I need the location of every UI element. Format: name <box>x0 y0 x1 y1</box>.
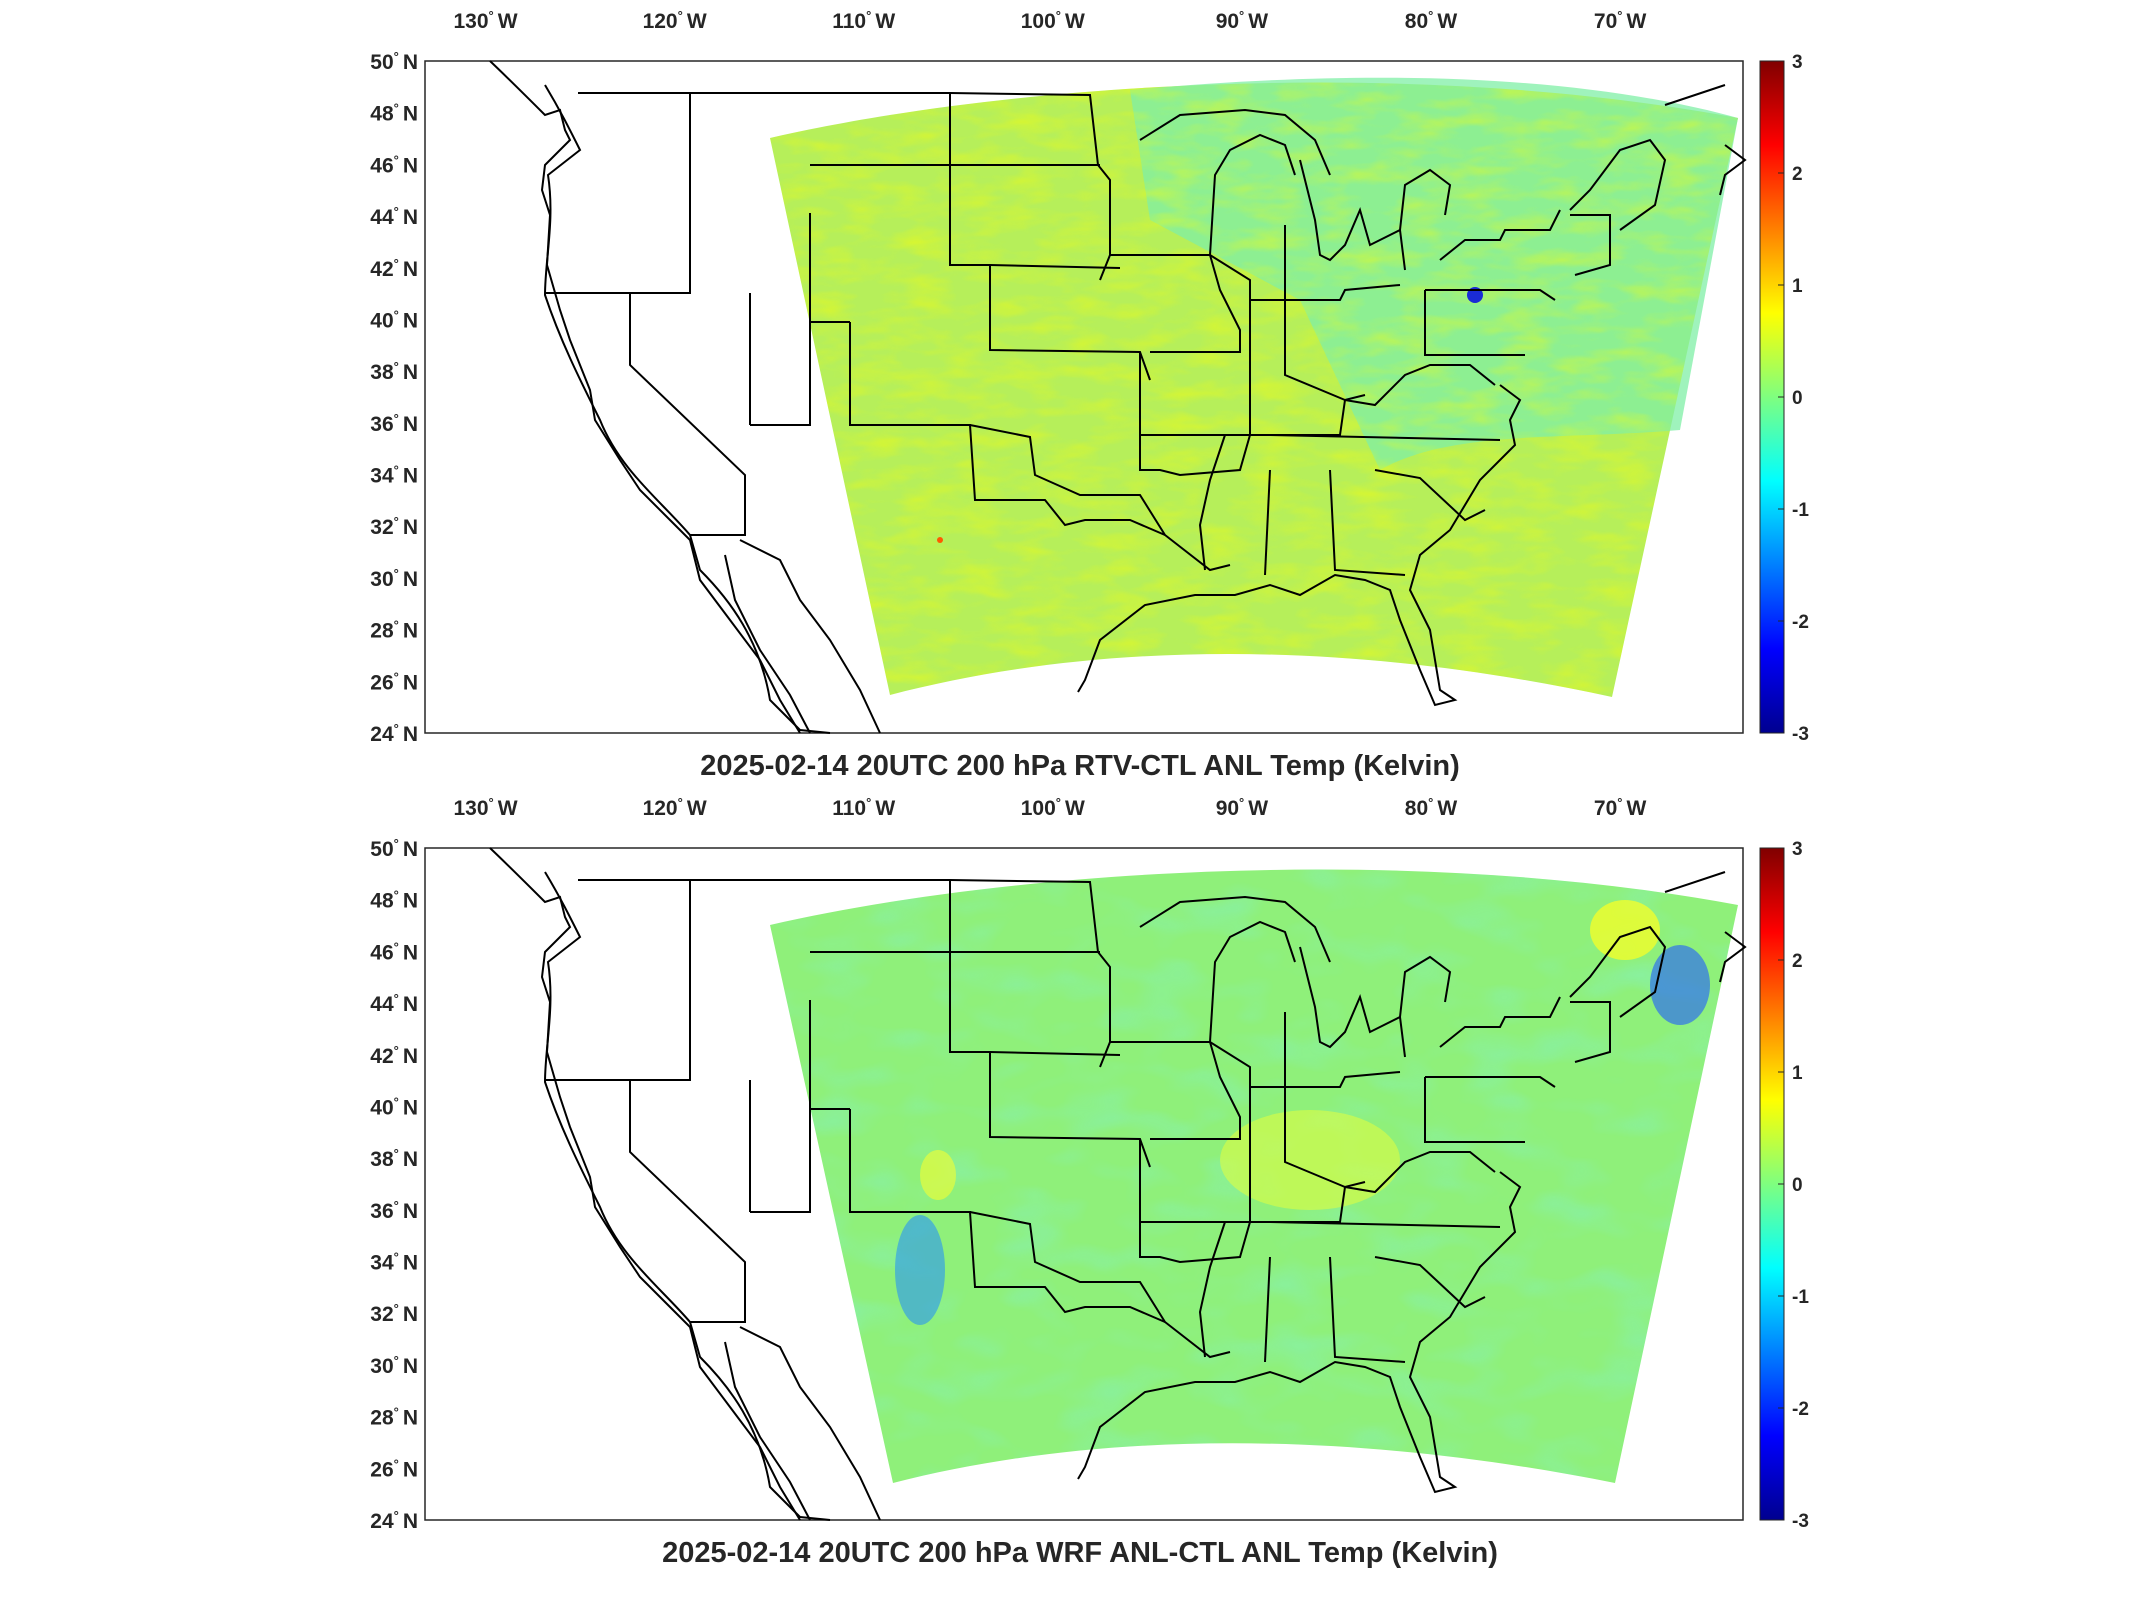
lon-tick-label: 70° W <box>1594 795 1647 820</box>
colorbar-tick-label: -1 <box>1792 1287 1809 1308</box>
colorbar: 3 2 1 0 -1 -2 -3 <box>1759 52 1809 745</box>
lat-tick-label: 32° N <box>370 1301 418 1326</box>
lat-tick-label: 28° N <box>370 1405 418 1430</box>
colorbar-tick-label: 2 <box>1792 164 1803 185</box>
colorbar-tick-label: 0 <box>1792 1175 1803 1196</box>
lon-tick-label: 110° W <box>832 795 895 820</box>
state-boundaries <box>543 871 1747 1521</box>
lat-tick-label: 44° N <box>370 991 418 1016</box>
colorbar-tick-label: 2 <box>1792 951 1803 972</box>
lat-tick-label: 26° N <box>370 669 418 694</box>
map-area <box>424 847 1747 1521</box>
lon-tick-label: 90° W <box>1216 8 1269 33</box>
lat-tick-label: 50° N <box>370 49 418 74</box>
lat-tick-label: 34° N <box>370 1250 418 1275</box>
positive-anomaly-spot <box>937 537 943 543</box>
lat-tick-label: 42° N <box>370 256 418 281</box>
lat-tick-label: 50° N <box>370 836 418 861</box>
colorbar-tick-label: 1 <box>1792 1063 1803 1084</box>
panel-title: 2025-02-14 20UTC 200 hPa WRF ANL-CTL ANL… <box>662 1537 1498 1569</box>
lat-tick-label: 26° N <box>370 1456 418 1481</box>
temperature-field-texture <box>770 82 1738 697</box>
lat-tick-label: 40° N <box>370 1094 418 1119</box>
lon-tick-labels-top: 130° W 120° W 110° W 100° W 90° W 80° W 70° W <box>453 795 1646 820</box>
lon-tick-label: 80° W <box>1405 795 1458 820</box>
lat-tick-label: 38° N <box>370 359 418 384</box>
lat-tick-label: 46° N <box>370 152 418 177</box>
colorbar-tick-label: -3 <box>1792 1511 1809 1532</box>
lon-tick-label: 90° W <box>1216 795 1269 820</box>
colorbar-tick-label: -2 <box>1792 612 1809 633</box>
lon-tick-label: 120° W <box>643 8 707 33</box>
lat-tick-label: 36° N <box>370 1198 418 1223</box>
lat-tick-labels-left: 50° N 48° N 46° N 44° N 42° N 40° N 38° N 36° N 34° N 32° N… <box>370 836 418 1533</box>
lon-tick-label: 130° W <box>453 795 517 820</box>
colorbar-tick-label: -3 <box>1792 724 1809 745</box>
lat-tick-label: 40° N <box>370 307 418 332</box>
lon-tick-label: 70° W <box>1594 8 1647 33</box>
state-boundaries <box>543 84 1747 734</box>
negative-anomaly-region <box>895 1215 945 1325</box>
colorbar-tick-label: 3 <box>1792 52 1803 73</box>
colorbar-tick-labels: 3 2 1 0 -1 -2 -3 <box>1778 839 1809 1532</box>
lat-tick-label: 28° N <box>370 618 418 643</box>
colorbar-tick-label: -2 <box>1792 1399 1809 1420</box>
coastline-west <box>489 60 881 734</box>
colorbar-tick-label: 1 <box>1792 276 1803 297</box>
lon-tick-label: 100° W <box>1021 795 1085 820</box>
lat-tick-label: 44° N <box>370 204 418 229</box>
lon-tick-label: 100° W <box>1021 8 1085 33</box>
lon-tick-labels-top: 130° W 120° W 110° W 100° W 90° W 80° W 70° W <box>453 8 1646 33</box>
negative-anomaly-region <box>1650 945 1710 1025</box>
lon-tick-label: 130° W <box>453 8 517 33</box>
coastline-west <box>489 847 881 1521</box>
lat-tick-label: 30° N <box>370 566 418 591</box>
colorbar: 3 2 1 0 -1 -2 -3 <box>1759 839 1809 1532</box>
lat-tick-label: 38° N <box>370 1146 418 1171</box>
lat-tick-label: 24° N <box>370 721 418 746</box>
colorbar-tick-label: 0 <box>1792 388 1803 409</box>
lat-tick-label: 42° N <box>370 1043 418 1068</box>
map-area <box>424 60 1747 734</box>
colorbar-tick-labels: 3 2 1 0 -1 -2 -3 <box>1778 52 1809 745</box>
lat-tick-label: 48° N <box>370 101 418 126</box>
positive-anomaly-region <box>1220 1110 1400 1210</box>
lon-tick-label: 80° W <box>1405 8 1458 33</box>
lat-tick-label: 34° N <box>370 463 418 488</box>
panel-rtv: 130° W 120° W 110° W 100° W 90° W 80° W 70° W 50° N 48°… <box>370 8 1809 782</box>
lat-tick-label: 48° N <box>370 888 418 913</box>
lat-tick-label: 46° N <box>370 939 418 964</box>
lat-tick-label: 30° N <box>370 1353 418 1378</box>
panel-title: 2025-02-14 20UTC 200 hPa RTV-CTL ANL Tem… <box>700 750 1460 782</box>
lon-tick-label: 120° W <box>643 795 707 820</box>
lat-tick-labels-left: 50° N 48° N 46° N 44° N 42° N 40° N 38° N 36° N 34° N 32° N… <box>370 49 418 746</box>
positive-anomaly-region <box>920 1150 956 1200</box>
positive-anomaly-region <box>1590 900 1660 960</box>
lat-tick-label: 36° N <box>370 411 418 436</box>
lat-tick-label: 24° N <box>370 1508 418 1533</box>
panel-wrf: 130° W 120° W 110° W 100° W 90° W 80° W 70° W 50° N 48°… <box>370 795 1809 1569</box>
lon-tick-label: 110° W <box>832 8 895 33</box>
colorbar-tick-label: -1 <box>1792 500 1809 521</box>
colorbar-tick-label: 3 <box>1792 839 1803 860</box>
lat-tick-label: 32° N <box>370 514 418 539</box>
